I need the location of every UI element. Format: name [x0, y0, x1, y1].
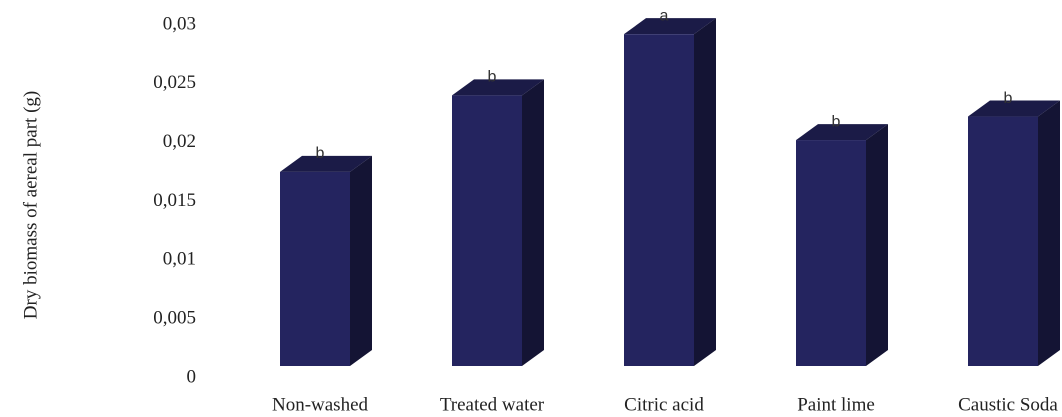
annotation: b	[488, 69, 497, 86]
bar-top	[624, 18, 716, 35]
y-tick-label: 0,02	[163, 131, 196, 152]
annotation: a	[660, 7, 669, 24]
x-tick-label: Caustic Soda	[958, 394, 1058, 415]
bar-side	[350, 155, 372, 366]
bar	[968, 116, 1038, 367]
x-tick-label: Citric acid	[624, 394, 704, 415]
annotation: b	[316, 145, 325, 162]
x-tick-label: Treated water	[440, 394, 545, 415]
x-tick-label: Paint lime	[797, 394, 875, 415]
y-tick-label: 0,025	[153, 72, 196, 93]
y-tick-label: 0,005	[153, 308, 196, 329]
y-tick-label: 0,03	[163, 13, 196, 34]
annotation: b	[832, 113, 841, 130]
annotation: b	[1004, 90, 1013, 107]
y-tick-label: 0	[187, 366, 197, 387]
bar-side	[522, 79, 544, 366]
y-tick-label: 0,015	[153, 190, 196, 211]
bar-side	[694, 18, 716, 367]
bar	[796, 140, 866, 366]
y-axis-title: Dry biomass of aereal part (g)	[20, 91, 41, 319]
y-tick-label: 0,01	[163, 249, 196, 270]
bar-top	[452, 79, 544, 96]
bar	[624, 34, 694, 367]
bar	[280, 171, 350, 366]
bar-side	[866, 124, 888, 366]
bar-top	[796, 124, 888, 141]
bar-top	[968, 100, 1060, 117]
bar-top	[280, 155, 372, 172]
bar-side	[1038, 100, 1060, 367]
x-tick-label: Non-washed	[272, 394, 369, 415]
bar	[452, 95, 522, 366]
